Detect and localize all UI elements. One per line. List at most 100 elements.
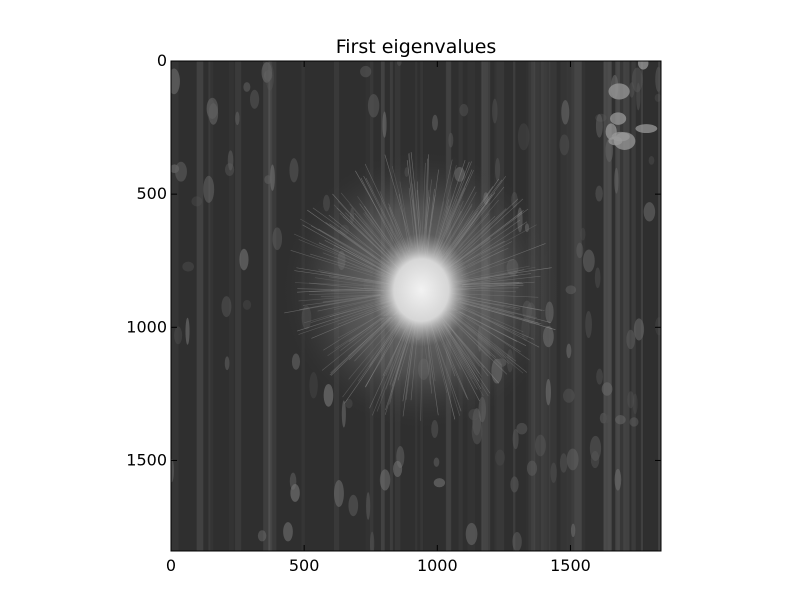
streak	[210, 61, 213, 551]
texture-blotch	[341, 400, 346, 428]
streak	[268, 61, 273, 551]
streak	[622, 61, 630, 551]
x-axis: 0 500 1000 1500	[166, 61, 591, 575]
streak	[605, 61, 611, 551]
y-tick-label: 0	[157, 51, 167, 70]
texture-blotch	[516, 422, 528, 435]
texture-blotch	[471, 418, 483, 445]
streak	[615, 61, 620, 551]
texture-blotch	[396, 61, 402, 67]
texture-blotch	[614, 468, 622, 491]
texture-blotch	[257, 530, 267, 542]
texture-blotch	[582, 249, 595, 273]
texture-blotch	[224, 163, 235, 177]
x-tick-label: 0	[166, 556, 176, 575]
texture-blotch	[601, 382, 613, 396]
streak	[603, 61, 608, 551]
texture-blotch	[590, 450, 600, 469]
texture-blotch	[492, 98, 498, 124]
texture-blotch	[654, 93, 661, 102]
texture-blotch	[585, 310, 592, 339]
texture-blotch	[283, 522, 293, 542]
texture-blotch	[171, 458, 174, 483]
texture-blotch	[191, 196, 203, 207]
texture-blotch	[465, 522, 478, 546]
plot-image	[171, 61, 661, 551]
texture-blotch	[599, 412, 607, 424]
streak	[631, 61, 636, 551]
texture-blotch	[221, 296, 232, 318]
texture-blotch	[565, 285, 577, 295]
corner-spots	[605, 61, 658, 150]
texture-blotch	[291, 353, 301, 370]
texture-blotch	[448, 132, 454, 148]
texture-blotch	[512, 531, 522, 551]
streak	[566, 61, 575, 551]
streak	[574, 61, 582, 551]
plot-frame	[170, 60, 662, 552]
streak	[171, 61, 179, 551]
texture-blotch	[348, 494, 359, 517]
texture-blotch	[459, 103, 469, 117]
bright-core	[371, 233, 472, 347]
texture-blotch	[432, 114, 438, 131]
texture-blotch	[360, 65, 372, 78]
texture-blotch	[566, 448, 579, 471]
corner-spot	[613, 132, 636, 150]
texture-blotch	[633, 318, 645, 341]
texture-blotch	[334, 479, 344, 508]
texture-blotch	[433, 478, 446, 488]
texture-blotch	[615, 415, 626, 425]
chart-title: First eigenvalues	[336, 36, 497, 58]
streak	[208, 61, 211, 551]
corner-spot	[608, 136, 623, 146]
texture-blotch	[545, 378, 551, 406]
y-tick-label: 1500	[126, 450, 167, 469]
texture-blotch	[534, 434, 546, 457]
texture-blotch	[595, 185, 603, 202]
texture-blotch	[270, 164, 275, 191]
streak	[616, 61, 619, 551]
texture-blotch	[595, 114, 603, 138]
texture-blotch	[392, 460, 403, 477]
texture-blotch	[602, 414, 611, 424]
streak	[196, 61, 204, 551]
texture-blotch	[224, 356, 230, 371]
texture-blotch	[596, 368, 603, 385]
corner-spot	[610, 112, 627, 125]
texture-blotch	[185, 317, 190, 345]
texture-blotch	[632, 393, 638, 415]
texture-blotch	[171, 68, 180, 95]
corner-spot	[635, 124, 658, 134]
texture-blotch	[643, 202, 656, 222]
texture-blotch	[614, 167, 619, 194]
streak	[270, 61, 277, 551]
texture-blotch	[589, 435, 602, 461]
texture-blotch	[510, 476, 519, 493]
texture-blotch	[289, 158, 299, 183]
x-tick-label: 500	[289, 556, 320, 575]
texture-blotch	[655, 66, 661, 92]
texture-blotch	[576, 242, 584, 259]
x-tick-label: 1000	[417, 556, 458, 575]
texture-blotch	[265, 63, 274, 91]
texture-blotch	[249, 89, 260, 109]
texture-blotch	[242, 299, 252, 310]
texture-blotch	[648, 156, 655, 165]
texture-blotch	[369, 531, 375, 551]
texture-blotch	[550, 462, 557, 483]
texture-blotch	[629, 417, 639, 427]
texture-blotch	[626, 329, 636, 350]
texture-blotch	[290, 483, 300, 502]
corner-spot	[608, 83, 630, 100]
streak	[623, 61, 630, 551]
corner-spot	[605, 123, 617, 140]
texture-blotch	[239, 248, 249, 271]
y-axis: 0 500 1000 1500	[126, 51, 661, 469]
y-tick-label: 500	[136, 184, 167, 203]
texture-blotch	[264, 175, 272, 185]
texture-blotch	[182, 261, 194, 272]
streak	[581, 61, 586, 551]
y-tick-label: 1000	[126, 317, 167, 336]
